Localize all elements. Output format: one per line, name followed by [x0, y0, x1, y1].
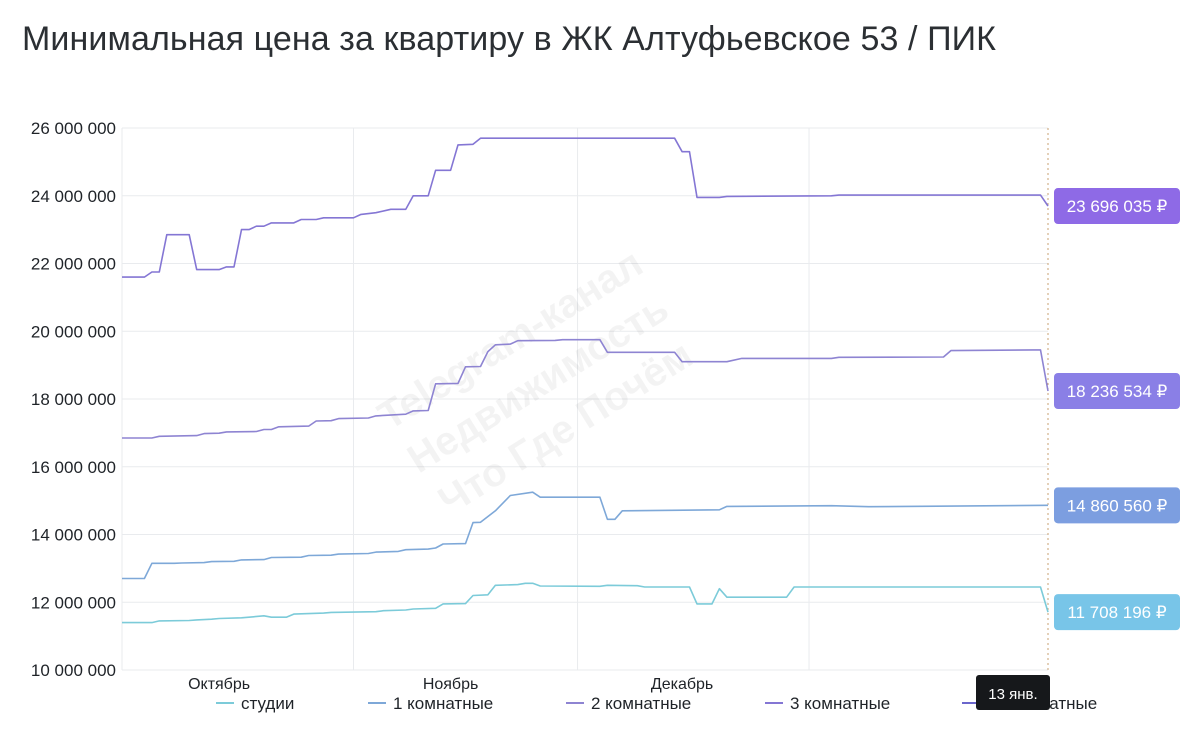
last-value-badge-4: 23 696 035 ₽ [1054, 188, 1180, 225]
series-line-2 [122, 491, 1049, 580]
y-tick-label: 18 000 000 [31, 390, 116, 409]
last-value-badge-3: 18 236 534 ₽ [1054, 372, 1180, 409]
x-tick-label: Декабрь [651, 676, 713, 693]
x-axis: Октябрь Ноябрь Декабрь [188, 676, 713, 693]
series-line-4 [122, 137, 1049, 278]
legend-item-2[interactable]: 1 комнатные [368, 694, 493, 713]
legend-item-3[interactable]: 2 комнатные [566, 694, 691, 713]
watermark: Telegram-каналНедвижимостьЧто Где Почём [371, 241, 701, 523]
series-lines [122, 137, 1049, 624]
y-tick-label: 10 000 000 [31, 661, 116, 680]
x-tick-label: Октябрь [188, 676, 250, 693]
last-value-badge-1: 11 708 196 ₽ [1054, 594, 1180, 631]
chart-grid [121, 127, 1049, 671]
legend-label: студии [241, 694, 294, 713]
y-axis: 10 000 000 12 000 000 14 000 000 16 000 000… [31, 119, 116, 680]
last-value-label: 18 236 534 ₽ [1067, 382, 1168, 401]
tooltip-date: 13 янв. [988, 686, 1037, 703]
y-tick-label: 12 000 000 [31, 593, 116, 612]
legend-label: 3 комнатные [790, 694, 890, 713]
y-tick-label: 24 000 000 [31, 187, 116, 206]
last-value-badges: 11 708 196 ₽ 14 860 560 ₽ 18 236 534 ₽ 23 6… [1054, 188, 1180, 631]
y-tick-label: 14 000 000 [31, 526, 116, 545]
y-tick-label: 20 000 000 [31, 322, 116, 341]
date-tooltip: 13 янв. [976, 675, 1050, 710]
chart-title: Минимальная цена за квартиру в ЖК Алтуфь… [22, 20, 997, 58]
y-tick-label: 26 000 000 [31, 119, 116, 138]
legend-item-4[interactable]: 3 комнатные [765, 694, 890, 713]
tooltip-box: 13 янв. [976, 675, 1050, 710]
y-tick-label: 22 000 000 [31, 255, 116, 274]
series-line-3 [122, 338, 1049, 439]
last-value-label: 23 696 035 ₽ [1067, 197, 1168, 216]
x-tick-label: Ноябрь [423, 676, 479, 693]
legend-item-1[interactable]: студии [216, 694, 294, 713]
last-value-label: 14 860 560 ₽ [1067, 496, 1168, 515]
last-value-badge-2: 14 860 560 ₽ [1054, 487, 1180, 524]
series-line-1 [122, 582, 1049, 624]
legend-label: 1 комнатные [393, 694, 493, 713]
y-tick-label: 16 000 000 [31, 458, 116, 477]
last-value-label: 11 708 196 ₽ [1067, 603, 1167, 622]
legend-label: 2 комнатные [591, 694, 691, 713]
